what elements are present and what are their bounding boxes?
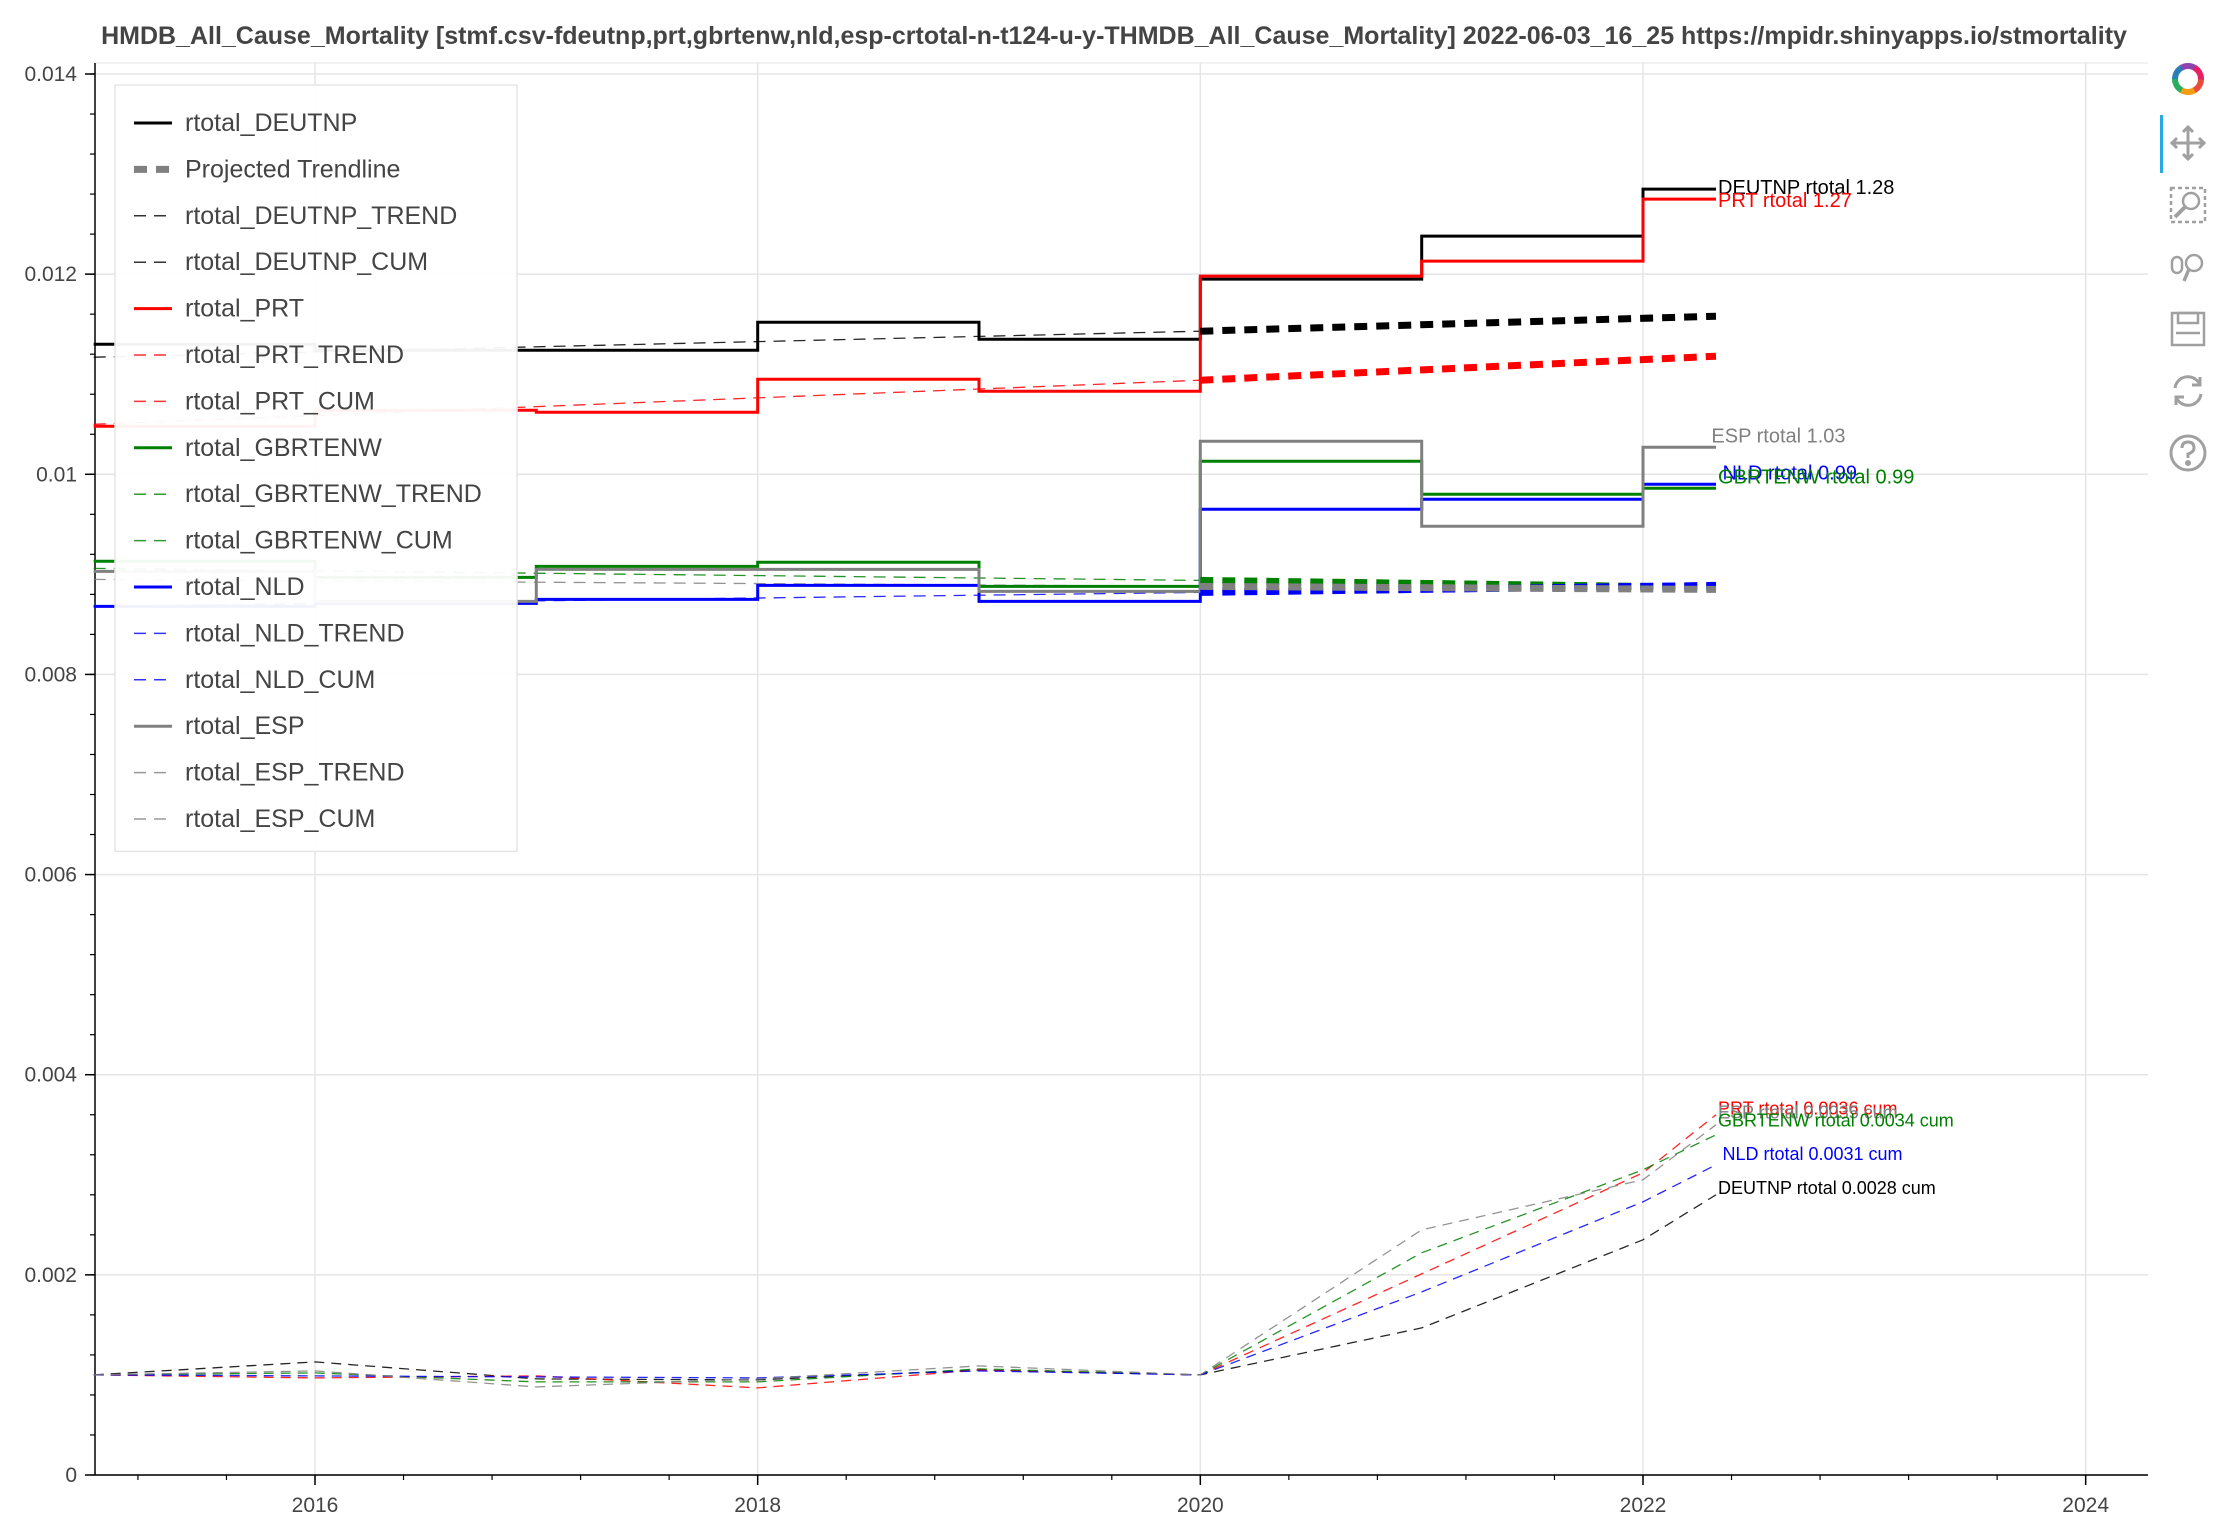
- y-tick-label: 0.004: [24, 1064, 77, 1087]
- annotation-esp-rtotal-0-0035-cum: ESP rtotal 0.0035 cum: [1718, 1103, 1898, 1123]
- x-tick-label: 2016: [292, 1494, 339, 1517]
- y-tick-label: 0.008: [24, 663, 77, 686]
- legend-label: rtotal_PRT_CUM: [185, 387, 375, 415]
- series-rtotal-prt-proj: [1200, 352, 1717, 384]
- legend-label: rtotal_GBRTENW: [185, 434, 382, 462]
- legend-label: rtotal_ESP_TREND: [185, 759, 405, 787]
- legend-label: rtotal_DEUTNP_TREND: [185, 202, 457, 230]
- legend-item: Projected Trendline: [134, 155, 400, 183]
- reset-icon[interactable]: [2166, 369, 2210, 413]
- legend-label: rtotal_NLD_CUM: [185, 666, 375, 694]
- legend-item: rtotal_DEUTNP_TREND: [134, 202, 457, 230]
- legend-label: rtotal_PRT: [185, 295, 304, 323]
- annotation-nld-rtotal-0-0031-cum: NLD rtotal 0.0031 cum: [1722, 1144, 1902, 1164]
- legend-item: rtotal_PRT_TREND: [134, 341, 404, 369]
- annotation-prt-rtotal-0-0036-cum: PRT rtotal 0.0036 cum: [1718, 1099, 1897, 1119]
- legend: rtotal_DEUTNP Projected Trendline rtotal_D…: [114, 84, 518, 853]
- legend-item: rtotal_ESP: [134, 712, 305, 740]
- legend-item: rtotal_ESP_CUM: [134, 805, 375, 833]
- annotation-gbrtenw-rtotal-0-0034-cum: GBRTENW rtotal 0.0034 cum: [1718, 1111, 1954, 1131]
- legend-item: rtotal_NLD: [134, 573, 305, 601]
- save-icon[interactable]: [2166, 307, 2210, 351]
- bokeh-logo-icon[interactable]: [2166, 57, 2210, 101]
- legend-item: rtotal_PRT: [134, 295, 304, 323]
- y-tick-label: 0.006: [24, 864, 77, 887]
- legend-item: rtotal_PRT_CUM: [134, 387, 375, 415]
- box-zoom-icon[interactable]: [2166, 183, 2210, 227]
- series-rtotal-esp-proj: [1200, 582, 1717, 593]
- series-rtotal-esp-cum: [93, 1124, 1717, 1388]
- legend-item: rtotal_NLD_TREND: [134, 619, 405, 647]
- legend-label: rtotal_PRT_TREND: [185, 341, 404, 369]
- legend-label: rtotal_DEUTNP_CUM: [185, 248, 428, 276]
- pan-icon[interactable]: [2166, 121, 2210, 165]
- x-tick-label: 2018: [734, 1494, 781, 1517]
- legend-item: rtotal_GBRTENW: [134, 434, 382, 462]
- x-tick-label: 2020: [1177, 1494, 1224, 1517]
- legend-label: rtotal_DEUTNP: [185, 109, 357, 137]
- legend-label: Projected Trendline: [185, 155, 400, 183]
- annotation-deutnp-rtotal-1-28: DEUTNP rtotal 1.28: [1718, 177, 1894, 199]
- y-tick-label: 0.014: [24, 63, 77, 86]
- legend-item: rtotal_GBRTENW_TREND: [134, 480, 482, 508]
- wheel-zoom-icon[interactable]: [2166, 245, 2210, 289]
- annotation-prt-rtotal-1-27: PRT rtotal 1.27: [1718, 190, 1852, 212]
- legend-item: rtotal_DEUTNP_CUM: [134, 248, 428, 276]
- y-tick-label: 0: [65, 1464, 77, 1487]
- series-rtotal-deutnp-proj: [1200, 312, 1717, 335]
- annotation-gbrtenw-rtotal-0-99: GBRTENW rtotal 0.99: [1718, 466, 1914, 488]
- legend-label: rtotal_GBRTENW_CUM: [185, 527, 453, 555]
- mortality-line-chart[interactable]: 0 0.002 0.004 0.006 0.008 0.01 0.012 0.014 2016 2…: [0, 0, 2148, 1524]
- legend-label: rtotal_NLD: [185, 573, 305, 601]
- x-tick-label: 2024: [2062, 1494, 2109, 1517]
- legend-label: rtotal_ESP_CUM: [185, 805, 375, 833]
- legend-label: rtotal_GBRTENW_TREND: [185, 480, 482, 508]
- legend-item: rtotal_NLD_CUM: [134, 666, 375, 694]
- legend-label: rtotal_NLD_TREND: [185, 619, 405, 647]
- legend-item: rtotal_ESP_TREND: [134, 759, 405, 787]
- legend-label: rtotal_ESP: [185, 712, 305, 740]
- y-tick-label: 0.01: [36, 463, 77, 486]
- legend-item: rtotal_GBRTENW_CUM: [134, 527, 453, 555]
- legend-box: [114, 84, 518, 853]
- y-tick-label: 0.012: [24, 263, 77, 286]
- annotation-nld-rtotal-0-99: NLD rtotal 0.99: [1722, 462, 1857, 484]
- y-tick-label: 0.002: [24, 1264, 77, 1287]
- help-icon[interactable]: [2166, 431, 2210, 475]
- x-tick-label: 2022: [1620, 1494, 1667, 1517]
- chart-title: HMDB_All_Cause_Mortality [stmf.csv-fdeut…: [101, 22, 2127, 50]
- series-rtotal-prt-cum: [93, 1114, 1717, 1389]
- chart-toolbar: [2148, 55, 2228, 475]
- annotation-esp-rtotal-1-03: ESP rtotal 1.03: [1711, 425, 1845, 447]
- legend-item: rtotal_DEUTNP: [134, 109, 357, 137]
- annotation-deutnp-rtotal-0-0028-cum: DEUTNP rtotal 0.0028 cum: [1718, 1178, 1936, 1198]
- active-tool-indicator: [2160, 115, 2163, 173]
